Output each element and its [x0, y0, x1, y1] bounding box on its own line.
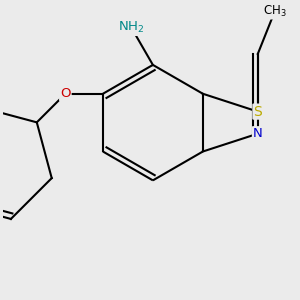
Text: CH$_3$: CH$_3$ — [263, 3, 287, 19]
Text: S: S — [254, 105, 262, 118]
Text: NH$_2$: NH$_2$ — [118, 20, 144, 35]
Text: N: N — [253, 127, 263, 140]
Text: O: O — [60, 87, 70, 100]
